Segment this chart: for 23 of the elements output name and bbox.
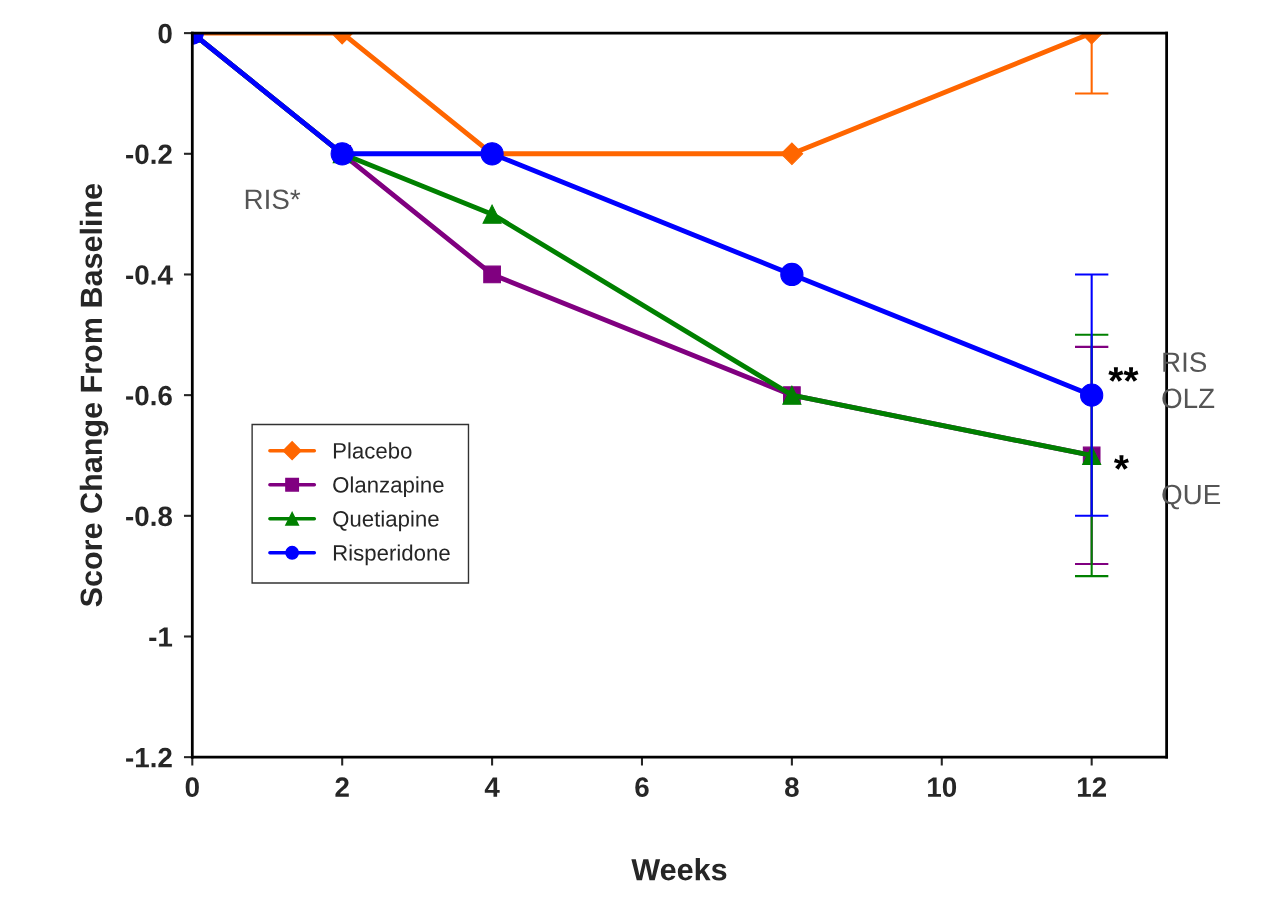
y-tick-label: -0.8 xyxy=(126,506,173,527)
x-tick-label: 8 xyxy=(785,777,799,798)
y-tick-label: -0.4 xyxy=(126,265,173,285)
annotation: ** xyxy=(1108,367,1139,382)
legend-label: Quetiapine xyxy=(333,510,439,532)
y-tick-label: -1 xyxy=(149,627,173,647)
legend-label: Olanzapine xyxy=(333,476,444,498)
y-tick-label: -0.6 xyxy=(126,385,172,406)
annotation: RIS* xyxy=(245,189,301,210)
x-tick-label: 4 xyxy=(484,777,500,797)
legend-label: Placebo xyxy=(333,442,412,459)
y-axis-title: Score Change From Baseline xyxy=(79,183,109,607)
x-tick-label: 2 xyxy=(335,777,349,797)
x-tick-label: 0 xyxy=(185,777,199,798)
y-tick-label: -1.2 xyxy=(126,747,172,768)
x-tick-label: 6 xyxy=(635,777,649,798)
legend-label: Risperidone xyxy=(333,544,450,566)
annotation: * xyxy=(1113,455,1129,470)
y-tick-label: 0 xyxy=(158,23,172,44)
x-tick-label: 10 xyxy=(928,777,957,798)
y-tick-label: -0.2 xyxy=(126,144,172,165)
x-axis-title: Weeks xyxy=(631,858,727,881)
x-tick-label: 12 xyxy=(1077,777,1107,797)
